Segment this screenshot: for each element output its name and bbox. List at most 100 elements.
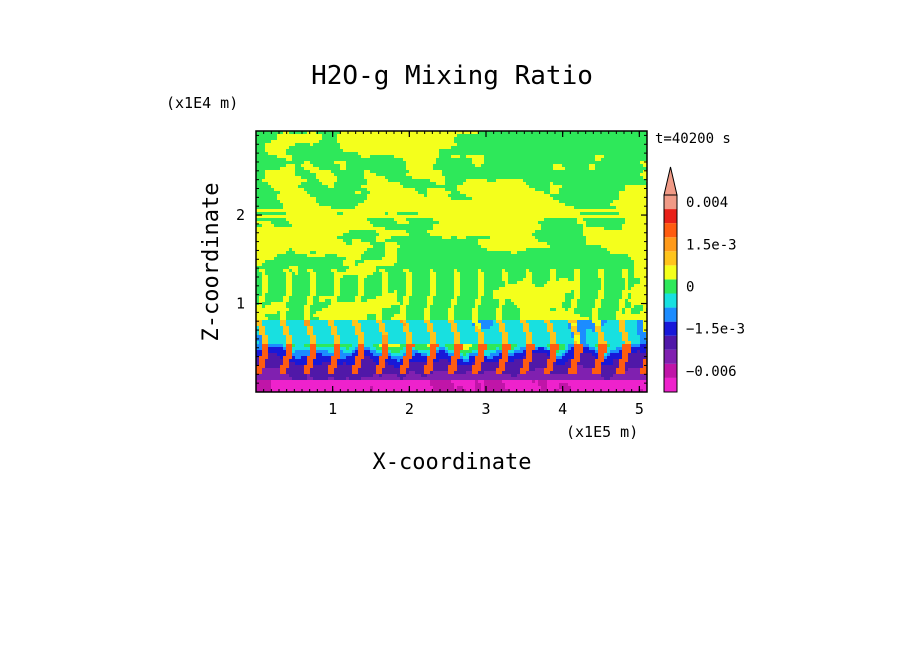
heatmap-cell <box>637 200 640 203</box>
heatmap-cell <box>340 167 343 170</box>
heatmap-cell <box>583 197 586 200</box>
heatmap-cell <box>367 146 370 149</box>
heatmap-cell <box>505 170 508 173</box>
heatmap-cell <box>412 200 415 203</box>
heatmap-cell <box>514 188 517 191</box>
heatmap-cell <box>400 236 403 239</box>
heatmap-cell <box>283 176 286 179</box>
heatmap-cell <box>448 137 451 140</box>
heatmap-cell <box>388 236 391 239</box>
heatmap-cell <box>598 227 601 230</box>
heatmap-cell <box>511 230 514 233</box>
heatmap-cell <box>364 131 367 134</box>
heatmap-cell <box>475 191 478 194</box>
heatmap-cell <box>385 212 388 215</box>
heatmap-cell <box>514 167 517 170</box>
heatmap-cell <box>640 200 643 203</box>
heatmap-cell <box>445 161 448 164</box>
heatmap-cell <box>316 143 319 146</box>
heatmap-cell <box>475 170 478 173</box>
heatmap-cell <box>439 239 442 242</box>
heatmap-cell <box>634 155 637 158</box>
heatmap-cell <box>367 170 370 173</box>
heatmap-cell <box>586 218 589 221</box>
heatmap-cell <box>565 176 568 179</box>
heatmap-cell <box>634 218 637 221</box>
heatmap-cell <box>502 197 505 200</box>
heatmap-cell <box>517 194 520 197</box>
heatmap-cell <box>481 161 484 164</box>
heatmap-cell <box>289 242 292 245</box>
heatmap-cell <box>262 161 265 164</box>
heatmap-cell <box>538 170 541 173</box>
heatmap-cell <box>601 236 604 239</box>
heatmap-cell <box>325 227 328 230</box>
heatmap-cell <box>448 197 451 200</box>
heatmap-cell <box>568 188 571 191</box>
heatmap-cell <box>430 188 433 191</box>
heatmap-cell <box>256 236 259 239</box>
heatmap-cell <box>550 242 553 245</box>
heatmap-cell <box>322 200 325 203</box>
heatmap-cell <box>562 206 565 209</box>
heatmap-cell <box>292 164 295 167</box>
heatmap-cell <box>637 197 640 200</box>
heatmap-cell <box>319 197 322 200</box>
heatmap-cell <box>415 164 418 167</box>
heatmap-cell <box>499 200 502 203</box>
heatmap-cell <box>322 182 325 185</box>
heatmap-cell <box>304 131 307 134</box>
heatmap-cell <box>304 194 307 197</box>
heatmap-cell <box>463 137 466 140</box>
heatmap-cell <box>559 215 562 218</box>
heatmap-cell <box>427 218 430 221</box>
heatmap-cell <box>313 224 316 227</box>
heatmap-cell <box>532 188 535 191</box>
heatmap-cell <box>643 239 646 242</box>
heatmap-cell <box>604 221 607 224</box>
heatmap-cell <box>574 221 577 224</box>
heatmap-cell <box>634 170 637 173</box>
heatmap-cell <box>400 206 403 209</box>
heatmap-cell <box>454 212 457 215</box>
heatmap-cell <box>301 197 304 200</box>
heatmap-cell <box>577 152 580 155</box>
heatmap-cell <box>448 227 451 230</box>
heatmap-cell <box>589 194 592 197</box>
heatmap-cell <box>613 242 616 245</box>
heatmap-cell <box>514 203 517 206</box>
heatmap-cell <box>532 212 535 215</box>
heatmap-cell <box>589 143 592 146</box>
heatmap-cell <box>610 146 613 149</box>
heatmap-cell <box>283 236 286 239</box>
heatmap-cell <box>559 218 562 221</box>
heatmap-cell <box>439 209 442 212</box>
heatmap-cell <box>316 167 319 170</box>
heatmap-cell <box>346 233 349 236</box>
heatmap-cell <box>415 224 418 227</box>
heatmap-cell <box>523 164 526 167</box>
heatmap-cell <box>535 143 538 146</box>
heatmap-cell <box>586 152 589 155</box>
heatmap-cell <box>379 158 382 161</box>
heatmap-cell <box>541 140 544 143</box>
heatmap-cell <box>622 149 625 152</box>
heatmap-cell <box>556 209 559 212</box>
heatmap-cell <box>463 170 466 173</box>
heatmap-cell <box>364 143 367 146</box>
heatmap-cell <box>637 134 640 137</box>
heatmap-cell <box>388 182 391 185</box>
heatmap-cell <box>319 227 322 230</box>
heatmap-cell <box>307 167 310 170</box>
heatmap-cell <box>352 176 355 179</box>
heatmap-cell <box>478 215 481 218</box>
heatmap-cell <box>631 239 634 242</box>
heatmap-cell <box>595 143 598 146</box>
heatmap-cell <box>376 200 379 203</box>
heatmap-cell <box>562 224 565 227</box>
heatmap-cell <box>328 197 331 200</box>
heatmap-cell <box>319 161 322 164</box>
heatmap-cell <box>571 143 574 146</box>
heatmap-cell <box>511 134 514 137</box>
heatmap-cell <box>343 134 346 137</box>
